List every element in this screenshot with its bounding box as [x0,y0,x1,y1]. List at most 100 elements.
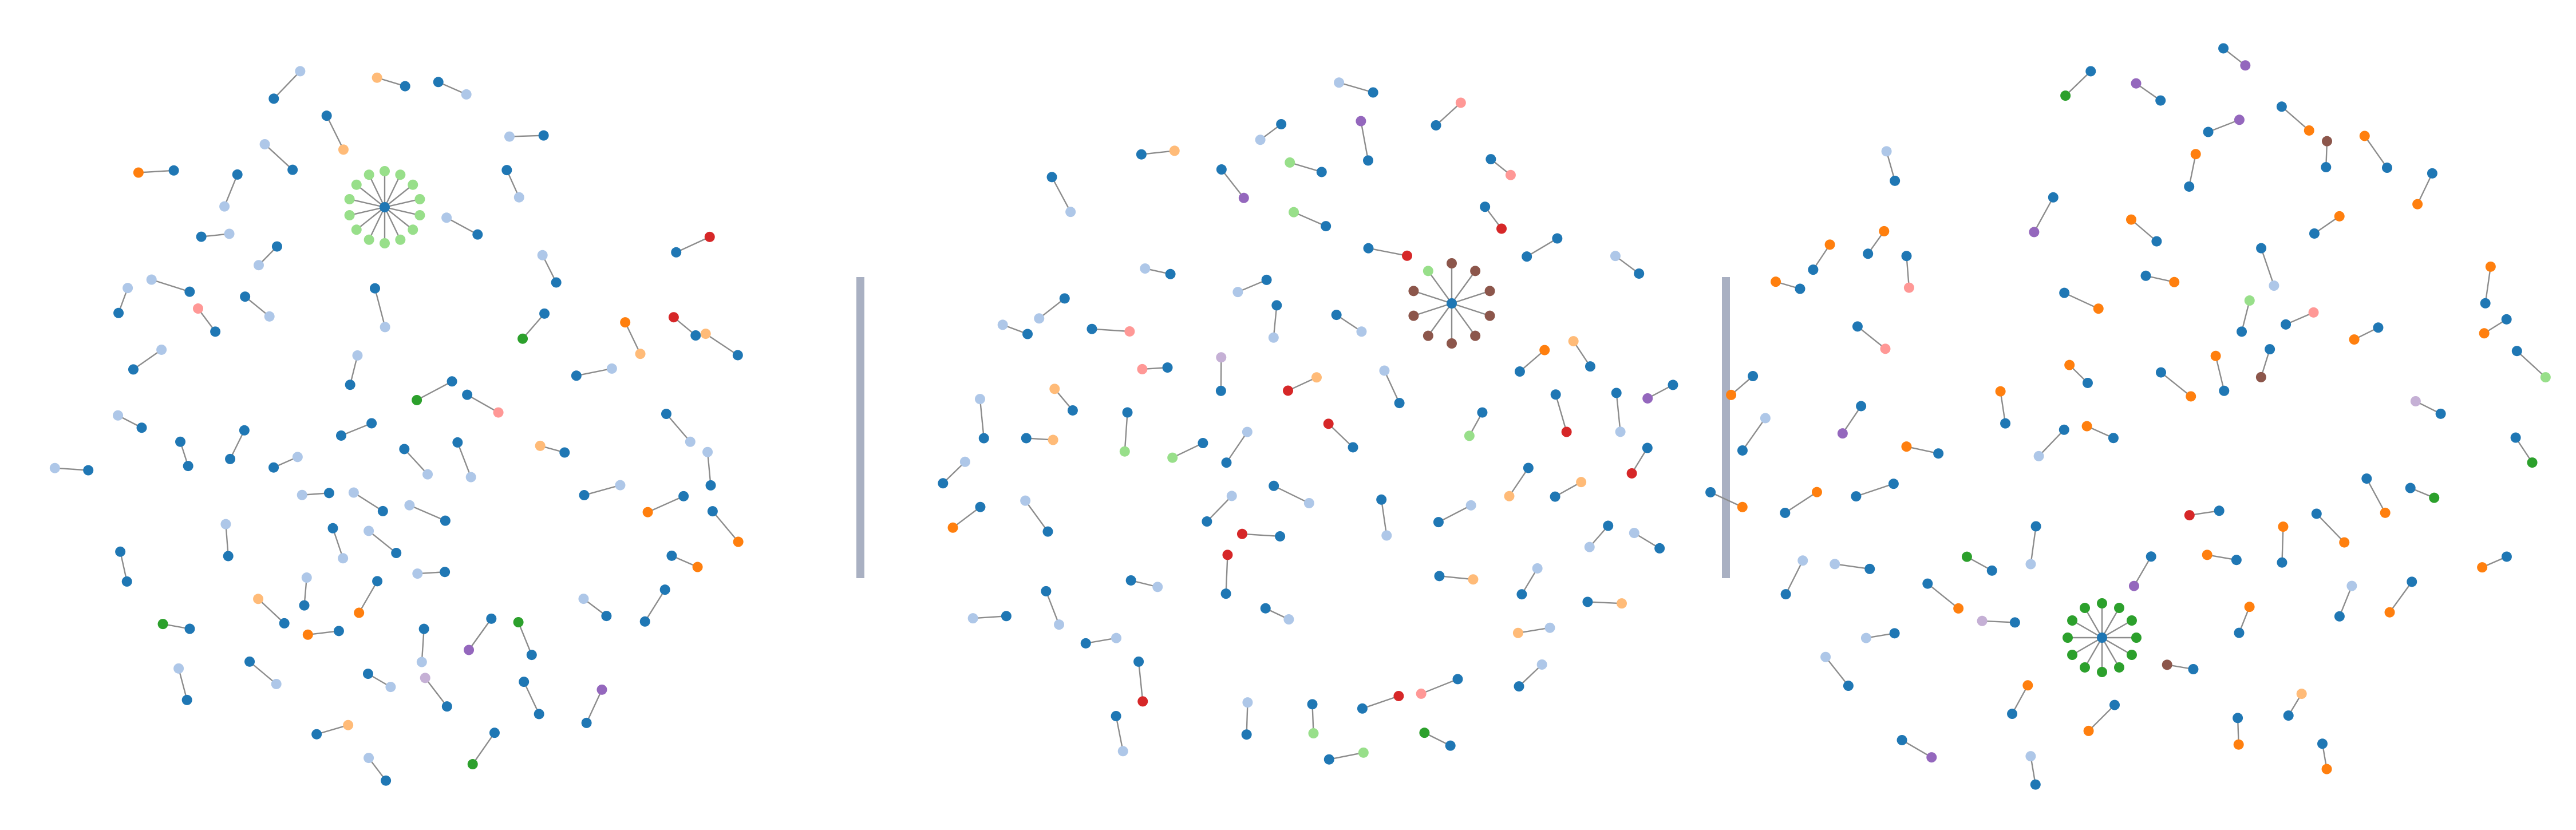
star-edge [1451,290,1490,305]
node-pair [2384,576,2417,618]
graph-node [1220,588,1231,599]
pair-edge [1615,393,1621,432]
graph-node [2126,214,2137,225]
star-cluster [2063,598,2142,677]
graph-node [997,319,1008,330]
pair-edge [2281,527,2284,563]
graph-node [2081,421,2092,432]
graph-node [1117,746,1128,757]
pair-edge [705,333,738,356]
node-pair [2184,149,2201,192]
node-pair [146,274,195,297]
node-pair [452,437,476,483]
graph-node [343,720,354,730]
graph-node [157,619,168,630]
graph-node [2009,617,2020,628]
graph-node [1202,516,1212,527]
graph-node [1232,287,1243,298]
graph-node [1034,313,1045,324]
pair-edge [416,381,453,401]
pair-edge [2030,526,2037,564]
pair-edge [2366,478,2386,513]
pair-edge [2364,135,2388,168]
node-pair [1522,233,1563,262]
graph-node [327,523,338,533]
pair-edge [675,236,710,253]
pair-edge [2281,106,2310,131]
graph-node [271,678,282,689]
pair-edge [2065,70,2092,96]
graph-node [1133,656,1144,667]
pair-edge [1508,467,1529,497]
node-pair [1049,384,1078,416]
graph-node [1889,628,1900,639]
node-pair [2234,602,2255,638]
graph-node [196,231,207,242]
graph-node [1059,293,1070,304]
pair-edge [1362,695,1399,709]
star-leaf-node [2067,615,2078,626]
node-pair [196,228,235,242]
graph-node [1901,441,1912,452]
pair-edge [2033,197,2054,233]
pair-edge [644,589,666,622]
graph-node [192,303,203,314]
graph-node [1837,428,1848,439]
pair-edge [1785,560,1804,595]
node-pair [938,456,970,489]
node-pair [1255,118,1287,145]
graph-node [264,311,275,322]
pair-edge [979,398,985,438]
pair-edge [264,144,293,171]
graph-node [464,645,475,655]
graph-node [1283,614,1294,625]
graph-node [1626,468,1637,479]
graph-node [615,480,626,491]
node-pair [1464,407,1488,441]
graph-node [1241,729,1252,740]
graph-node [1523,463,1534,473]
graph-node [1468,574,1479,585]
node-pair [581,684,607,728]
graph-node [2064,359,2075,370]
node-pair [666,550,703,572]
graph-node [538,130,549,141]
graph-node [1864,563,1875,574]
pair-edge [341,422,372,437]
pair-edge [151,279,190,293]
graph-node [1242,426,1253,437]
pair-edge [1092,328,1130,333]
star-leaf-node [1470,330,1481,341]
graph-node [1216,164,1227,175]
graph-node [2429,492,2440,503]
graph-node [1863,248,1874,259]
graph-node [2240,60,2251,71]
graph-node [2510,432,2521,443]
graph-node [1216,352,1227,363]
node-pair [2128,551,2156,591]
graph-node [1379,365,1390,376]
graph-node [668,312,679,323]
star-edge [355,207,385,231]
graph-node [1986,565,1997,576]
node-pair [578,594,612,622]
graph-node [692,562,703,572]
node-pair [113,283,133,318]
graph-node [168,165,179,176]
node-pair [639,584,670,627]
graph-node [1238,192,1249,203]
node-pair [348,487,388,516]
graph-node [1276,118,1287,129]
graph-node [2093,303,2104,314]
pair-edge [1982,620,2015,623]
graph-node [372,576,383,587]
pair-edge [2417,173,2433,205]
node-pair [2334,580,2357,622]
graph-node [1901,251,1912,262]
node-pair [1221,426,1253,468]
node-pair [1780,487,1822,518]
graph-node [1615,426,1626,437]
graph-node [639,616,650,627]
graph-node [1323,754,1334,765]
pair-edge [1206,495,1232,522]
